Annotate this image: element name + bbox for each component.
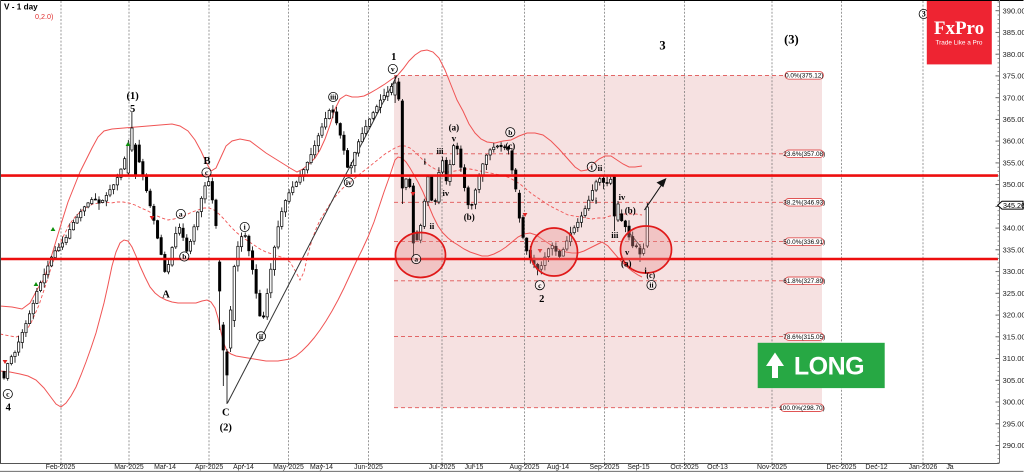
svg-text:Jul-15: Jul-15	[465, 464, 484, 471]
svg-text:(c): (c)	[646, 271, 655, 280]
svg-text:Aug-2025: Aug-2025	[510, 464, 540, 471]
svg-text:385.00: 385.00	[1003, 28, 1024, 37]
svg-text:i: i	[644, 266, 647, 276]
svg-text:ii: ii	[598, 163, 603, 173]
svg-text:v: v	[391, 65, 395, 74]
svg-text:390.00: 390.00	[1003, 6, 1024, 15]
svg-text:c: c	[538, 281, 542, 290]
svg-text:B: B	[203, 156, 210, 167]
svg-text:(b): (b)	[625, 205, 636, 215]
svg-text:1: 1	[391, 52, 396, 63]
svg-text:LONG: LONG	[794, 353, 864, 381]
svg-text:(3): (3)	[784, 33, 799, 47]
svg-text:C: C	[222, 408, 230, 419]
svg-text:340.00: 340.00	[1003, 224, 1024, 233]
svg-text:Trade Like a Pro: Trade Like a Pro	[935, 40, 982, 47]
svg-text:61.8%(327.89): 61.8%(327.89)	[783, 278, 825, 285]
svg-text:b: b	[508, 128, 512, 137]
svg-text:ii: ii	[649, 281, 653, 290]
svg-text:Jan-2026: Jan-2026	[909, 464, 938, 471]
svg-text:b: b	[182, 252, 186, 261]
svg-text:305.00: 305.00	[1003, 376, 1024, 385]
svg-text:0,2.0): 0,2.0)	[35, 12, 53, 21]
svg-text:a: a	[179, 210, 183, 219]
svg-text:FxPro: FxPro	[934, 18, 984, 39]
svg-text:i: i	[424, 157, 427, 167]
svg-text:iv: iv	[346, 178, 352, 187]
svg-text:ii: ii	[259, 332, 263, 341]
svg-text:(a): (a)	[621, 259, 632, 269]
svg-text:iii: iii	[436, 146, 444, 156]
svg-text:330.00: 330.00	[1003, 267, 1024, 276]
svg-text:3: 3	[659, 39, 665, 53]
svg-text:ii: ii	[430, 221, 435, 231]
svg-text:365.00: 365.00	[1003, 115, 1024, 124]
svg-text:Apr-2025: Apr-2025	[195, 464, 224, 471]
svg-text:290.00: 290.00	[1003, 441, 1024, 450]
svg-text:(b): (b)	[464, 212, 475, 222]
svg-text:370.00: 370.00	[1003, 93, 1024, 102]
svg-text:360.00: 360.00	[1003, 137, 1024, 146]
svg-text:v: v	[625, 247, 630, 257]
svg-text:i: i	[244, 223, 246, 232]
svg-text:0.0%(375.12): 0.0%(375.12)	[785, 73, 823, 80]
svg-text:295.00: 295.00	[1003, 419, 1024, 428]
svg-text:50.0%(336.91): 50.0%(336.91)	[783, 239, 825, 246]
svg-text:Sep-15: Sep-15	[627, 464, 649, 471]
svg-text:Jun-2025: Jun-2025	[354, 464, 383, 471]
svg-text:325.00: 325.00	[1003, 289, 1024, 298]
svg-text:Mar-2025: Mar-2025	[114, 464, 144, 471]
svg-text:May-14: May-14	[310, 464, 333, 471]
svg-text:A: A	[162, 290, 170, 301]
svg-text:Mar-14: Mar-14	[154, 464, 176, 471]
svg-text:320.00: 320.00	[1003, 311, 1024, 320]
svg-text:375.00: 375.00	[1003, 72, 1024, 81]
svg-text:(c): (c)	[505, 141, 515, 151]
svg-text:a: a	[414, 255, 418, 264]
svg-text:(2): (2)	[220, 423, 233, 434]
svg-text:4: 4	[6, 403, 12, 414]
svg-text:Sep-2025: Sep-2025	[590, 464, 620, 471]
svg-text:iv: iv	[619, 192, 626, 202]
svg-text:23.6%(357.08): 23.6%(357.08)	[783, 151, 825, 158]
svg-text:v: v	[452, 134, 457, 144]
svg-text:Apr-14: Apr-14	[233, 464, 254, 471]
svg-text:V - 1 day: V - 1 day	[4, 2, 38, 11]
svg-text:Oct-13: Oct-13	[707, 464, 728, 471]
svg-text:i: i	[595, 196, 598, 206]
svg-text:355.00: 355.00	[1003, 158, 1024, 167]
svg-text:78.6%(315.05): 78.6%(315.05)	[783, 334, 825, 341]
svg-text:i: i	[591, 162, 593, 171]
svg-text:(1): (1)	[126, 91, 139, 102]
svg-text:315.00: 315.00	[1003, 332, 1024, 341]
svg-text:3: 3	[922, 10, 926, 19]
svg-text:350.00: 350.00	[1003, 180, 1024, 189]
svg-text:335.00: 335.00	[1003, 245, 1024, 254]
svg-text:Jul-2025: Jul-2025	[429, 464, 456, 471]
svg-text:Nov-2025: Nov-2025	[757, 464, 787, 471]
svg-text:300.00: 300.00	[1003, 398, 1024, 407]
svg-text:310.00: 310.00	[1003, 354, 1024, 363]
svg-text:Aug-14: Aug-14	[547, 464, 569, 471]
svg-text:380.00: 380.00	[1003, 50, 1024, 59]
svg-text:c: c	[6, 390, 10, 399]
svg-text:2: 2	[539, 294, 544, 305]
svg-text:iv: iv	[442, 188, 449, 198]
svg-text:(a): (a)	[449, 123, 460, 133]
svg-text:iii: iii	[330, 93, 336, 102]
svg-text:5: 5	[130, 104, 135, 115]
svg-text:Feb-2025: Feb-2025	[46, 464, 76, 471]
svg-text:Dec-2025: Dec-2025	[827, 464, 857, 471]
svg-text:Ja: Ja	[946, 464, 953, 471]
svg-text:iii: iii	[611, 230, 619, 240]
svg-text:Dec-12: Dec-12	[865, 464, 887, 471]
svg-text:c: c	[205, 168, 209, 177]
svg-text:345.26: 345.26	[1003, 201, 1024, 210]
svg-text:100.0%(298.70): 100.0%(298.70)	[779, 405, 824, 412]
svg-text:Oct-2025: Oct-2025	[670, 464, 699, 471]
svg-text:38.2%(346.93): 38.2%(346.93)	[783, 200, 825, 207]
svg-text:May-2025: May-2025	[273, 464, 304, 471]
